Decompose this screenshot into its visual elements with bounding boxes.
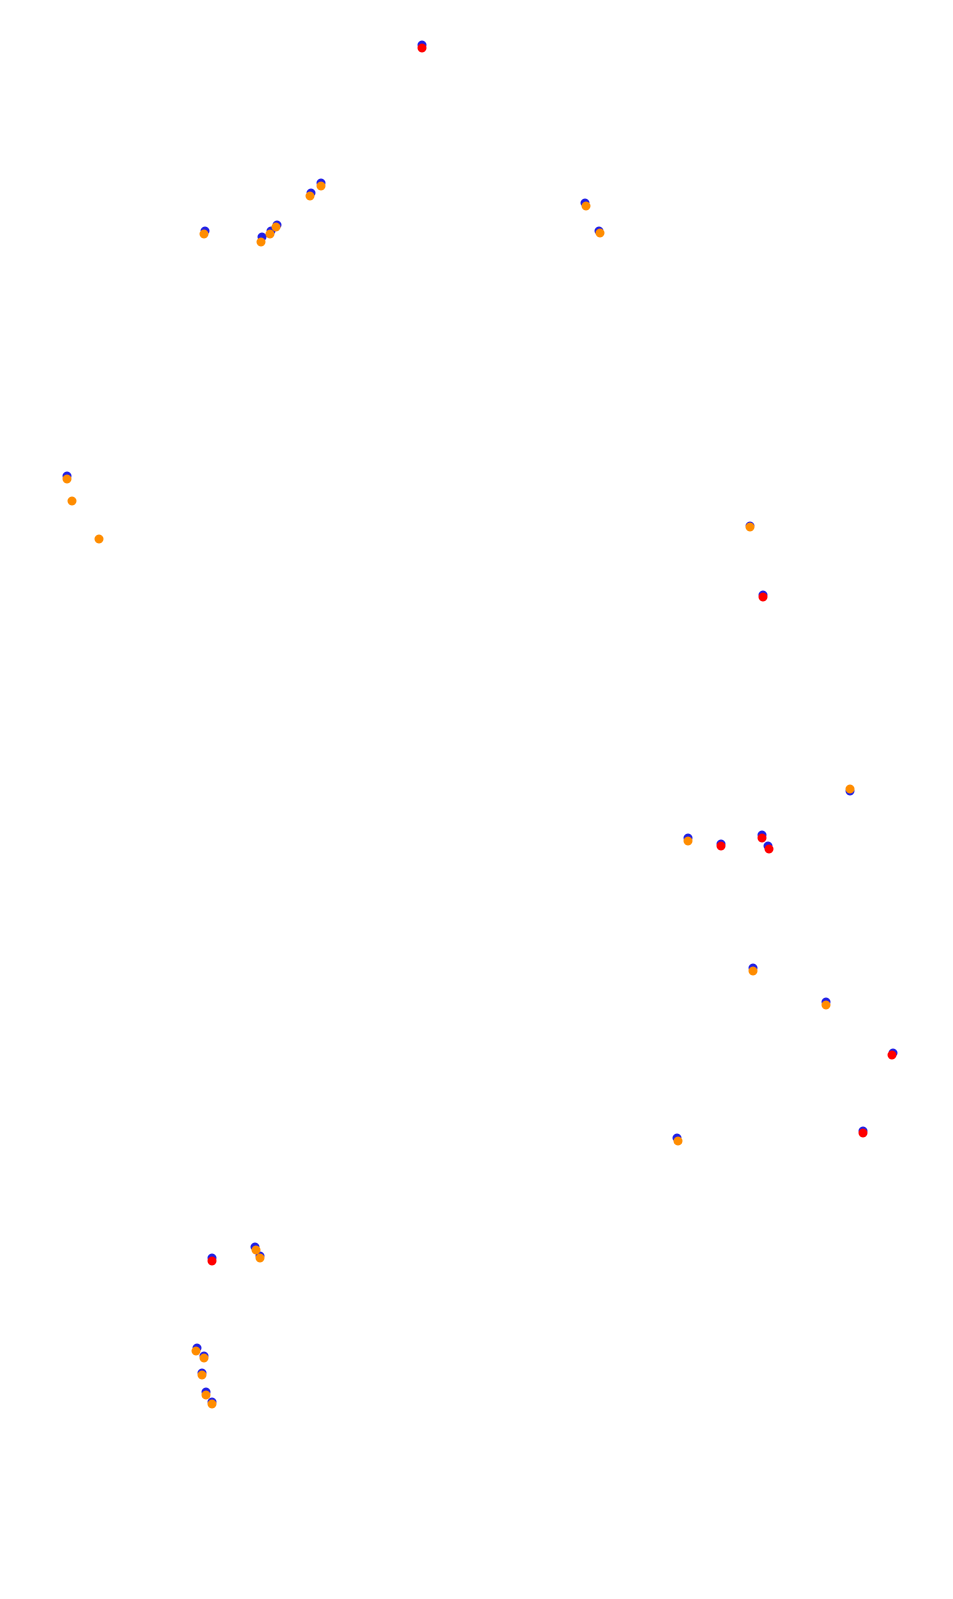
point-orange-6 xyxy=(255,1253,265,1263)
point-orange-13 xyxy=(94,534,104,544)
point-orange-1 xyxy=(201,1390,211,1400)
point-orange-4 xyxy=(191,1346,201,1356)
point-orange-15 xyxy=(62,474,72,484)
point-red-6 xyxy=(758,592,768,602)
point-orange-11 xyxy=(845,784,855,794)
point-red-1 xyxy=(858,1128,868,1138)
point-orange-10 xyxy=(683,836,693,846)
point-orange-20 xyxy=(305,191,315,201)
point-orange-23 xyxy=(595,228,605,238)
point-orange-2 xyxy=(197,1370,207,1380)
point-orange-0 xyxy=(207,1399,217,1409)
point-red-2 xyxy=(887,1050,897,1060)
point-orange-14 xyxy=(67,496,77,506)
point-orange-3 xyxy=(199,1353,209,1363)
point-orange-12 xyxy=(745,522,755,532)
point-orange-7 xyxy=(673,1136,683,1146)
point-orange-5 xyxy=(251,1245,261,1255)
point-orange-18 xyxy=(265,229,275,239)
point-orange-16 xyxy=(199,229,209,239)
point-orange-17 xyxy=(256,237,266,247)
point-red-0 xyxy=(207,1256,217,1266)
point-orange-8 xyxy=(748,966,758,976)
point-orange-9 xyxy=(821,1000,831,1010)
point-red-7 xyxy=(417,43,427,53)
point-orange-19 xyxy=(271,222,281,232)
point-orange-22 xyxy=(581,201,591,211)
point-red-3 xyxy=(716,841,726,851)
points-layer xyxy=(62,40,898,1409)
point-red-4 xyxy=(757,833,767,843)
point-orange-21 xyxy=(316,181,326,191)
point-red-5 xyxy=(764,844,774,854)
